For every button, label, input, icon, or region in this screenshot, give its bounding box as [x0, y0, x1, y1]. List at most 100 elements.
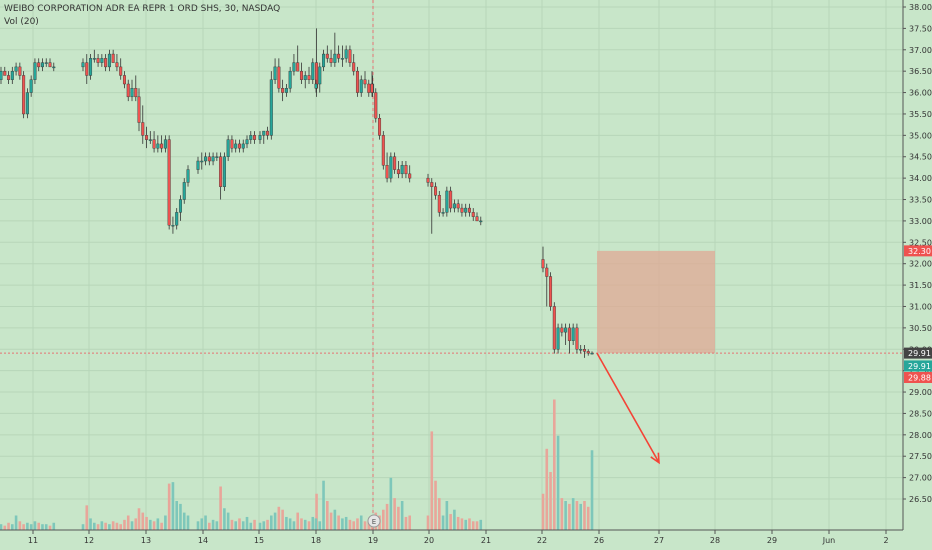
volume-bar — [560, 498, 564, 530]
candle-body — [175, 212, 179, 226]
candle-body — [564, 327, 568, 333]
candle-body — [352, 62, 356, 72]
candlestick-series — [0, 28, 594, 358]
volume-bar — [137, 508, 141, 530]
candle-body — [44, 62, 48, 64]
volume-bar — [479, 519, 483, 530]
volume-bar — [204, 515, 207, 530]
candle-body — [130, 88, 134, 98]
y-tick-label: 32.00 — [909, 260, 932, 269]
volume-bar — [541, 493, 545, 530]
volume-bar — [285, 516, 288, 530]
x-tick-label: 13 — [141, 536, 151, 545]
volume-bar — [44, 524, 48, 530]
volume-bar — [152, 521, 156, 530]
candle-body — [167, 139, 171, 226]
candle-body — [92, 58, 96, 60]
volume-bar — [245, 516, 249, 530]
volume-bar — [26, 522, 29, 530]
volume-bar — [175, 501, 178, 530]
candle-body — [40, 62, 44, 68]
price-label-text: 32.30 — [908, 247, 931, 256]
candle-body — [552, 306, 556, 350]
volume-bar — [277, 506, 281, 530]
volume-bar — [400, 501, 404, 530]
candle-body — [273, 66, 277, 80]
candle-body — [48, 62, 52, 68]
candle-body — [182, 182, 186, 200]
price-label-box — [904, 360, 932, 372]
candle-body — [430, 182, 434, 187]
y-tick-label: 29.00 — [909, 388, 932, 397]
candle-body — [107, 53, 111, 68]
candle-body — [333, 53, 337, 63]
volume-bar — [553, 399, 556, 530]
candle-body — [178, 199, 182, 213]
price-label-text: 29.91 — [908, 362, 931, 371]
candle-body — [363, 79, 367, 85]
volume-bar — [575, 501, 579, 530]
candle-body — [348, 49, 352, 63]
volume-bar — [568, 503, 571, 530]
volume-bar — [367, 519, 371, 530]
candle-body — [389, 156, 393, 179]
candle-body — [266, 130, 270, 136]
x-tick-label: 14 — [198, 536, 208, 545]
volume-bar — [126, 515, 130, 530]
candle-body — [560, 327, 564, 333]
volume-bar — [389, 477, 393, 530]
overlay-drawings: E — [0, 0, 903, 530]
y-tick-label: 34.00 — [909, 174, 932, 183]
volume-bar — [326, 501, 329, 530]
volume-bar — [230, 519, 234, 530]
volume-bar — [241, 521, 245, 530]
x-tick-label: 2 — [883, 536, 888, 545]
volume-bar — [281, 509, 284, 530]
candle-body — [475, 216, 479, 222]
candle-body — [318, 66, 322, 85]
volume-bar — [359, 515, 363, 530]
candle-body — [426, 177, 430, 183]
candle-body — [37, 62, 41, 68]
volume-bar — [208, 522, 211, 530]
volume-bar — [108, 524, 111, 530]
volume-bar — [397, 506, 400, 530]
y-tick-label: 28.50 — [909, 409, 932, 418]
symbol-title[interactable]: WEIBO CORPORATION ADR EA REPR 1 ORD SHS,… — [4, 4, 281, 14]
candle-body — [204, 156, 208, 162]
time-axis[interactable]: 11 12 13 14 15 18 19 20 21 22 26 27 28 29 Jun 2 — [0, 529, 903, 545]
volume-indicator-label[interactable]: Vol (20) — [4, 17, 39, 27]
candle-body — [200, 160, 204, 163]
candle-body — [337, 53, 341, 59]
y-tick-label: 36.00 — [909, 89, 932, 98]
candle-body — [222, 156, 226, 187]
volume-bar — [426, 515, 430, 530]
candle-body — [18, 66, 22, 76]
volume-bar — [200, 518, 204, 530]
volume-bar — [167, 483, 171, 530]
volume-bar — [348, 519, 352, 530]
candle-body — [249, 135, 253, 140]
projection-arrow-line — [596, 352, 660, 464]
volume-bars — [0, 399, 594, 530]
price-label-box — [904, 347, 932, 359]
candle-body — [258, 135, 262, 140]
volume-bar — [445, 501, 449, 530]
candle-body — [148, 139, 152, 141]
candle-body — [571, 327, 575, 341]
candle-body — [171, 224, 175, 227]
volume-bar — [130, 521, 134, 530]
candle-body — [329, 58, 333, 63]
volume-bar — [344, 516, 348, 530]
volume-bar — [296, 512, 299, 530]
candle-body — [579, 349, 583, 351]
candle-body — [434, 186, 438, 196]
candle-body — [89, 58, 93, 76]
candle-body — [0, 70, 3, 80]
y-tick-label: 33.00 — [909, 217, 932, 226]
candle-body — [237, 143, 241, 149]
candle-body — [215, 156, 219, 158]
volume-bar — [579, 503, 582, 530]
candle-body — [100, 58, 104, 63]
